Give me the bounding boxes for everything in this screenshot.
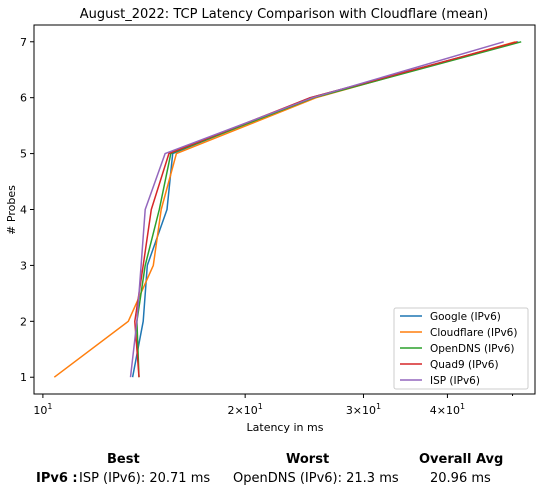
summary-best-header: Best [107, 452, 140, 467]
x-tick-label: 4×101 [430, 402, 465, 417]
y-tick-label: 1 [20, 371, 27, 384]
y-tick-label: 7 [20, 36, 27, 49]
legend-label: Quad9 (IPv6) [430, 359, 499, 371]
legend: Google (IPv6) Cloudflare (IPv6) OpenDNS (I… [393, 307, 529, 390]
y-tick-label: 2 [20, 315, 27, 328]
summary-avg-header: Overall Avg [419, 452, 504, 467]
summary-avg-value: 20.96 ms [430, 471, 491, 486]
summary-worst-header: Worst [286, 452, 330, 467]
y-axis-label: # Probes [5, 185, 18, 235]
legend-label: OpenDNS (IPv6) [430, 343, 515, 355]
y-tick-label: 5 [20, 148, 27, 161]
x-tick-label: 101 [33, 402, 52, 417]
series-line-4 [129, 41, 504, 378]
series-line-3 [134, 41, 518, 378]
summary-worst-value: OpenDNS (IPv6): 21.3 ms [233, 471, 399, 486]
x-axis-label: Latency in ms [247, 421, 324, 434]
legend-label: Cloudflare (IPv6) [430, 327, 517, 339]
summary-row-label: IPv6 : [36, 471, 78, 486]
latency-chart: August_2022: TCP Latency Comparison with… [5, 7, 536, 434]
summary-best-value: ISP (IPv6): 20.71 ms [79, 471, 211, 486]
legend-label: Google (IPv6) [430, 311, 501, 323]
y-tick-label: 4 [20, 204, 27, 217]
y-axis: 1 2 3 4 5 6 7 [20, 36, 34, 384]
legend-box [393, 307, 529, 390]
y-tick-label: 6 [20, 92, 27, 105]
chart-title: August_2022: TCP Latency Comparison with… [80, 7, 489, 22]
x-tick-label: 3×101 [346, 402, 381, 417]
series-layer [53, 41, 522, 378]
y-tick-label: 3 [20, 259, 27, 272]
x-axis: 101 2×101 3×101 4×101 [33, 394, 514, 417]
legend-label: ISP (IPv6) [430, 375, 480, 387]
x-tick-label: 2×101 [228, 402, 263, 417]
